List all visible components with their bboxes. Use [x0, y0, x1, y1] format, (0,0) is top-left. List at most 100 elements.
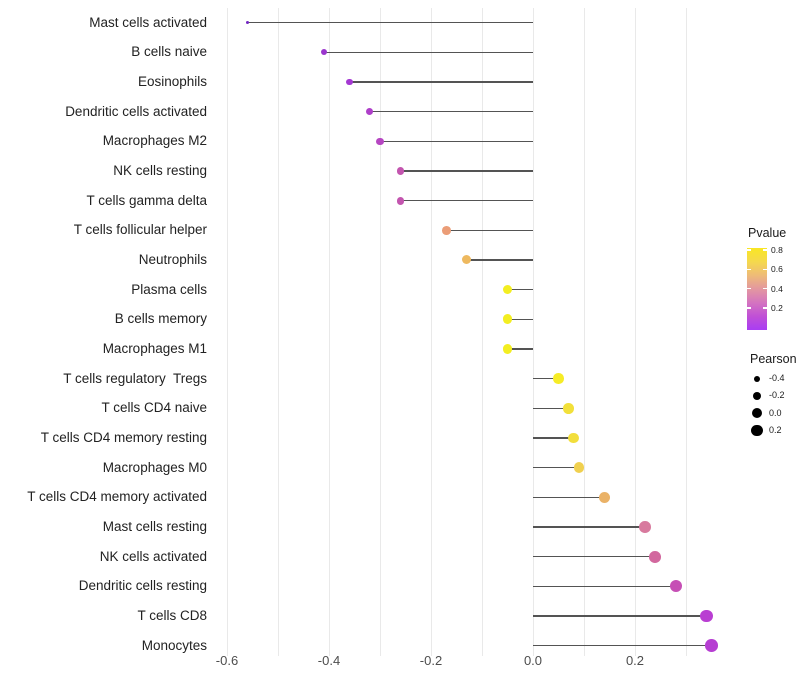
colorbar-tick-mark — [763, 287, 767, 290]
category-label: Dendritic cells resting — [78, 578, 207, 594]
lollipop-segment — [533, 407, 569, 410]
lollipop-dot — [705, 639, 718, 652]
category-label: B cells naive — [131, 44, 207, 60]
lollipop-segment — [507, 288, 533, 291]
lollipop-segment — [247, 21, 533, 24]
lollipop-dot — [573, 462, 585, 474]
gridline — [226, 8, 228, 656]
size-legend-label: 0.0 — [769, 407, 782, 418]
lollipop-segment — [533, 555, 656, 558]
category-label: Macrophages M2 — [102, 133, 207, 149]
colorbar-tick-mark — [747, 268, 751, 271]
category-label: Macrophages M1 — [102, 340, 207, 356]
colorbar-tick-mark — [747, 249, 751, 251]
category-label: T cells follicular helper — [73, 222, 207, 238]
colorbar-tick-mark — [747, 307, 751, 309]
lollipop-dot — [553, 373, 564, 384]
lollipop-segment — [507, 318, 533, 321]
lollipop-dot — [396, 167, 405, 175]
category-label: Mast cells resting — [102, 518, 207, 534]
pvalue-colorbar — [747, 248, 767, 330]
lollipop-dot — [598, 491, 610, 503]
lollipop-dot — [649, 550, 662, 563]
lollipop-dot — [502, 284, 513, 295]
lollipop-dot — [441, 226, 451, 235]
gridline — [532, 8, 534, 656]
lollipop-segment — [446, 229, 533, 232]
gridline — [685, 8, 687, 656]
lollipop-segment — [533, 377, 559, 380]
lollipop-segment — [369, 110, 533, 113]
lollipop-segment — [323, 51, 533, 54]
lollipop-dot — [563, 402, 575, 414]
lollipop-dot — [245, 21, 250, 25]
lollipop-segment — [533, 615, 707, 617]
gridline — [634, 8, 636, 656]
colorbar-tick-mark — [763, 268, 767, 271]
category-label: NK cells resting — [113, 163, 207, 178]
lollipop-dot — [568, 432, 580, 444]
size-legend-dot — [751, 424, 763, 437]
size-legend-dot — [753, 375, 761, 382]
lollipop-dot — [366, 108, 374, 116]
size-legend-label: 0.2 — [769, 424, 782, 435]
lollipop-segment — [533, 526, 646, 528]
lollipop-segment — [533, 644, 712, 647]
gridline — [277, 8, 279, 656]
colorbar-tick-label: 0.4 — [771, 283, 783, 294]
size-legend-label: -0.4 — [769, 373, 785, 384]
category-label: T cells CD4 memory activated — [27, 489, 207, 505]
gridline — [328, 8, 330, 656]
lollipop-dot — [462, 255, 472, 265]
lollipop-dot — [376, 137, 384, 145]
lollipop-segment — [466, 259, 533, 261]
colorbar-tick-mark — [763, 249, 767, 251]
lollipop-dot — [396, 196, 405, 205]
size-legend-dot — [752, 391, 762, 401]
category-label: T cells regulatory Tregs — [63, 370, 207, 386]
gridline — [481, 8, 483, 656]
x-tick-label: -0.6 — [215, 653, 239, 668]
lollipop-dot — [346, 78, 353, 86]
gridline — [583, 8, 585, 656]
category-label: Neutrophils — [138, 251, 207, 267]
category-label: NK cells activated — [99, 548, 207, 564]
pearson-legend-title: Pearson — [750, 352, 797, 366]
colorbar-tick-mark — [763, 307, 767, 309]
pvalue-legend-title: Pvalue — [748, 226, 787, 240]
colorbar-tick-label: 0.6 — [771, 264, 783, 275]
lollipop-segment — [400, 170, 533, 172]
x-tick-label: 0.0 — [523, 653, 543, 668]
colorbar-tick-label: 0.8 — [771, 245, 783, 255]
lollipop-segment — [533, 496, 605, 499]
lollipop-dot — [700, 609, 713, 623]
category-label: Eosinophils — [137, 74, 207, 90]
size-legend-dot — [751, 408, 763, 419]
category-label: Macrophages M0 — [102, 459, 207, 475]
lollipop-segment — [533, 585, 676, 588]
lollipop-segment — [380, 140, 533, 143]
x-tick-label: -0.2 — [419, 653, 443, 668]
colorbar-tick-mark — [747, 287, 751, 290]
lollipop-dot — [639, 521, 652, 533]
colorbar-tick-label: 0.2 — [771, 302, 783, 313]
category-label: T cells gamma delta — [86, 192, 207, 208]
lollipop-dot — [320, 49, 327, 56]
category-label: Plasma cells — [131, 281, 207, 297]
gridline — [430, 8, 432, 656]
lollipop-segment — [507, 348, 533, 350]
lollipop-segment — [533, 466, 579, 469]
size-legend-label: -0.2 — [769, 390, 785, 401]
x-tick-label: -0.4 — [317, 653, 341, 668]
lollipop-dot — [502, 344, 513, 354]
lollipop-segment — [349, 81, 533, 83]
lollipop-dot — [502, 314, 513, 325]
category-label: Mast cells activated — [89, 14, 207, 30]
category-label: Monocytes — [141, 637, 207, 653]
lollipop-segment — [533, 437, 574, 439]
x-tick-label: 0.2 — [625, 653, 645, 668]
category-label: T cells CD4 naive — [101, 400, 207, 416]
category-label: Dendritic cells activated — [65, 103, 207, 119]
category-label: T cells CD8 — [137, 607, 207, 623]
